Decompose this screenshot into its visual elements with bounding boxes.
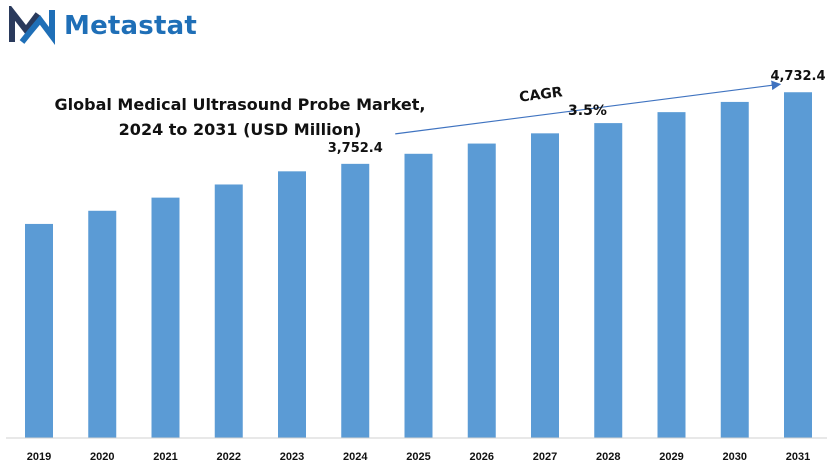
chart-title-line-1: Global Medical Ultrasound Probe Market, <box>54 95 426 114</box>
metastat-m-logo-icon <box>9 6 55 45</box>
bar-2020 <box>88 210 117 438</box>
bar-2030 <box>720 101 749 438</box>
bar-2031 <box>784 92 812 439</box>
bar-2027 <box>531 133 559 438</box>
x-tick-label: 2019 <box>27 451 51 463</box>
x-tick-label: 2031 <box>786 451 810 463</box>
bar-2022 <box>214 184 243 438</box>
x-tick-label: 2020 <box>90 451 114 463</box>
cagr-arrow <box>395 80 782 135</box>
x-tick-label: 2027 <box>533 451 557 463</box>
brand-logo: Metastat <box>8 6 197 46</box>
bar-2025 <box>404 153 433 438</box>
brand-name: Metastat <box>64 11 197 41</box>
bar-2024 <box>341 163 370 438</box>
bar-2019 <box>25 223 53 438</box>
bar-2029 <box>657 112 686 438</box>
data-label: 4,732.4 <box>770 69 825 84</box>
bar-2021 <box>151 197 180 438</box>
chart-title-line-2: 2024 to 2031 (USD Million) <box>118 120 362 139</box>
x-tick-label: 2023 <box>280 451 304 463</box>
data-label: 3,752.4 <box>328 141 383 156</box>
x-tick-label: 2022 <box>217 451 241 463</box>
x-tick-label: 2030 <box>723 451 747 463</box>
x-tick-label: 2024 <box>343 451 368 463</box>
bar-2028 <box>594 123 623 438</box>
x-tick-label: 2026 <box>470 451 494 463</box>
x-tick-label: 2028 <box>596 451 620 463</box>
chart-title: Global Medical Ultrasound Probe Market, … <box>30 92 450 142</box>
cagr-label: CAGR <box>518 84 563 105</box>
x-tick-label: 2029 <box>659 451 683 463</box>
x-tick-label: 2021 <box>153 451 177 463</box>
bar-2026 <box>467 143 496 438</box>
x-tick-label: 2025 <box>406 451 430 463</box>
bar-2023 <box>278 171 306 438</box>
cagr-value: 3.5% <box>568 103 607 119</box>
